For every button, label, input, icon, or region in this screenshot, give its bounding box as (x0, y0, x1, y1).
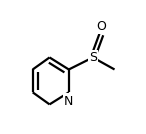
Text: N: N (64, 95, 73, 108)
Text: S: S (89, 51, 97, 64)
Text: O: O (96, 20, 106, 33)
